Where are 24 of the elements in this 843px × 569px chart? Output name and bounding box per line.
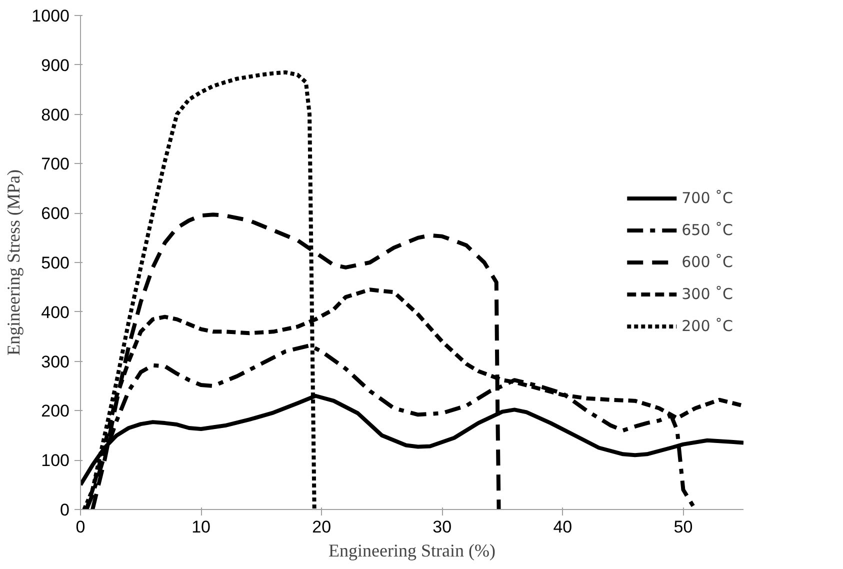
x-tick-label: 40: [553, 518, 572, 536]
legend-label: 600 ˚C: [682, 253, 733, 271]
y-tick-label: 300: [41, 352, 70, 372]
x-tick-label: 50: [674, 518, 693, 536]
y-tick-label: 700: [41, 154, 70, 174]
y-tick-label: 100: [41, 451, 70, 470]
legend-label: 700 ˚C: [682, 189, 733, 207]
x-tick-label: 30: [432, 518, 452, 536]
y-tick-label: 400: [41, 302, 70, 322]
x-tick-label: 10: [192, 518, 211, 536]
x-tick-label: 0: [76, 518, 86, 536]
y-tick-label: 200: [41, 402, 70, 421]
x-axis-title: Engineering Strain (%): [328, 540, 496, 560]
y-tick-label: 0: [60, 500, 70, 520]
y-tick-label: 500: [41, 254, 70, 272]
y-axis-title: Engineering Stress (MPa): [4, 170, 24, 356]
y-tick-label: 600: [41, 204, 70, 224]
y-tick-label: 800: [41, 105, 70, 124]
legend-label: 300 ˚C: [682, 285, 733, 303]
y-tick-label: 900: [41, 56, 70, 75]
y-tick-label: 1000: [32, 6, 70, 26]
x-tick-label: 20: [312, 518, 332, 536]
legend-label: 200 ˚C: [682, 317, 733, 335]
legend-label: 650 ˚C: [682, 221, 733, 239]
